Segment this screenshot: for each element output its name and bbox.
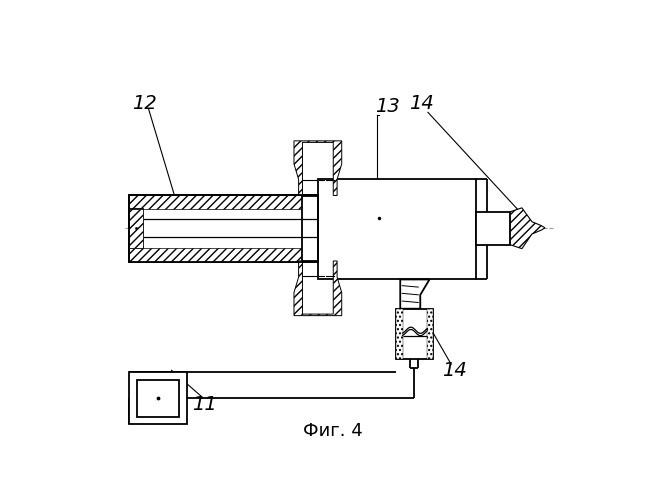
Bar [129,194,318,262]
Bar [129,194,318,262]
Polygon shape [129,194,318,208]
Bar [137,380,179,416]
Text: 11: 11 [192,394,217,413]
Text: 12: 12 [132,94,157,114]
Polygon shape [129,248,318,262]
Bar [303,196,333,261]
Polygon shape [510,208,545,248]
Text: 13: 13 [375,96,400,116]
Text: Фиг. 4: Фиг. 4 [303,422,363,440]
Text: 14: 14 [409,94,434,114]
Bar [476,212,510,245]
Bar [396,308,434,359]
Polygon shape [294,261,342,316]
Polygon shape [396,308,402,359]
Bar [318,180,476,280]
Bar [129,208,143,248]
Polygon shape [294,141,342,196]
Polygon shape [400,280,430,308]
Bar [129,372,187,424]
Polygon shape [129,208,143,248]
Polygon shape [427,308,434,359]
Text: 14: 14 [443,361,467,380]
